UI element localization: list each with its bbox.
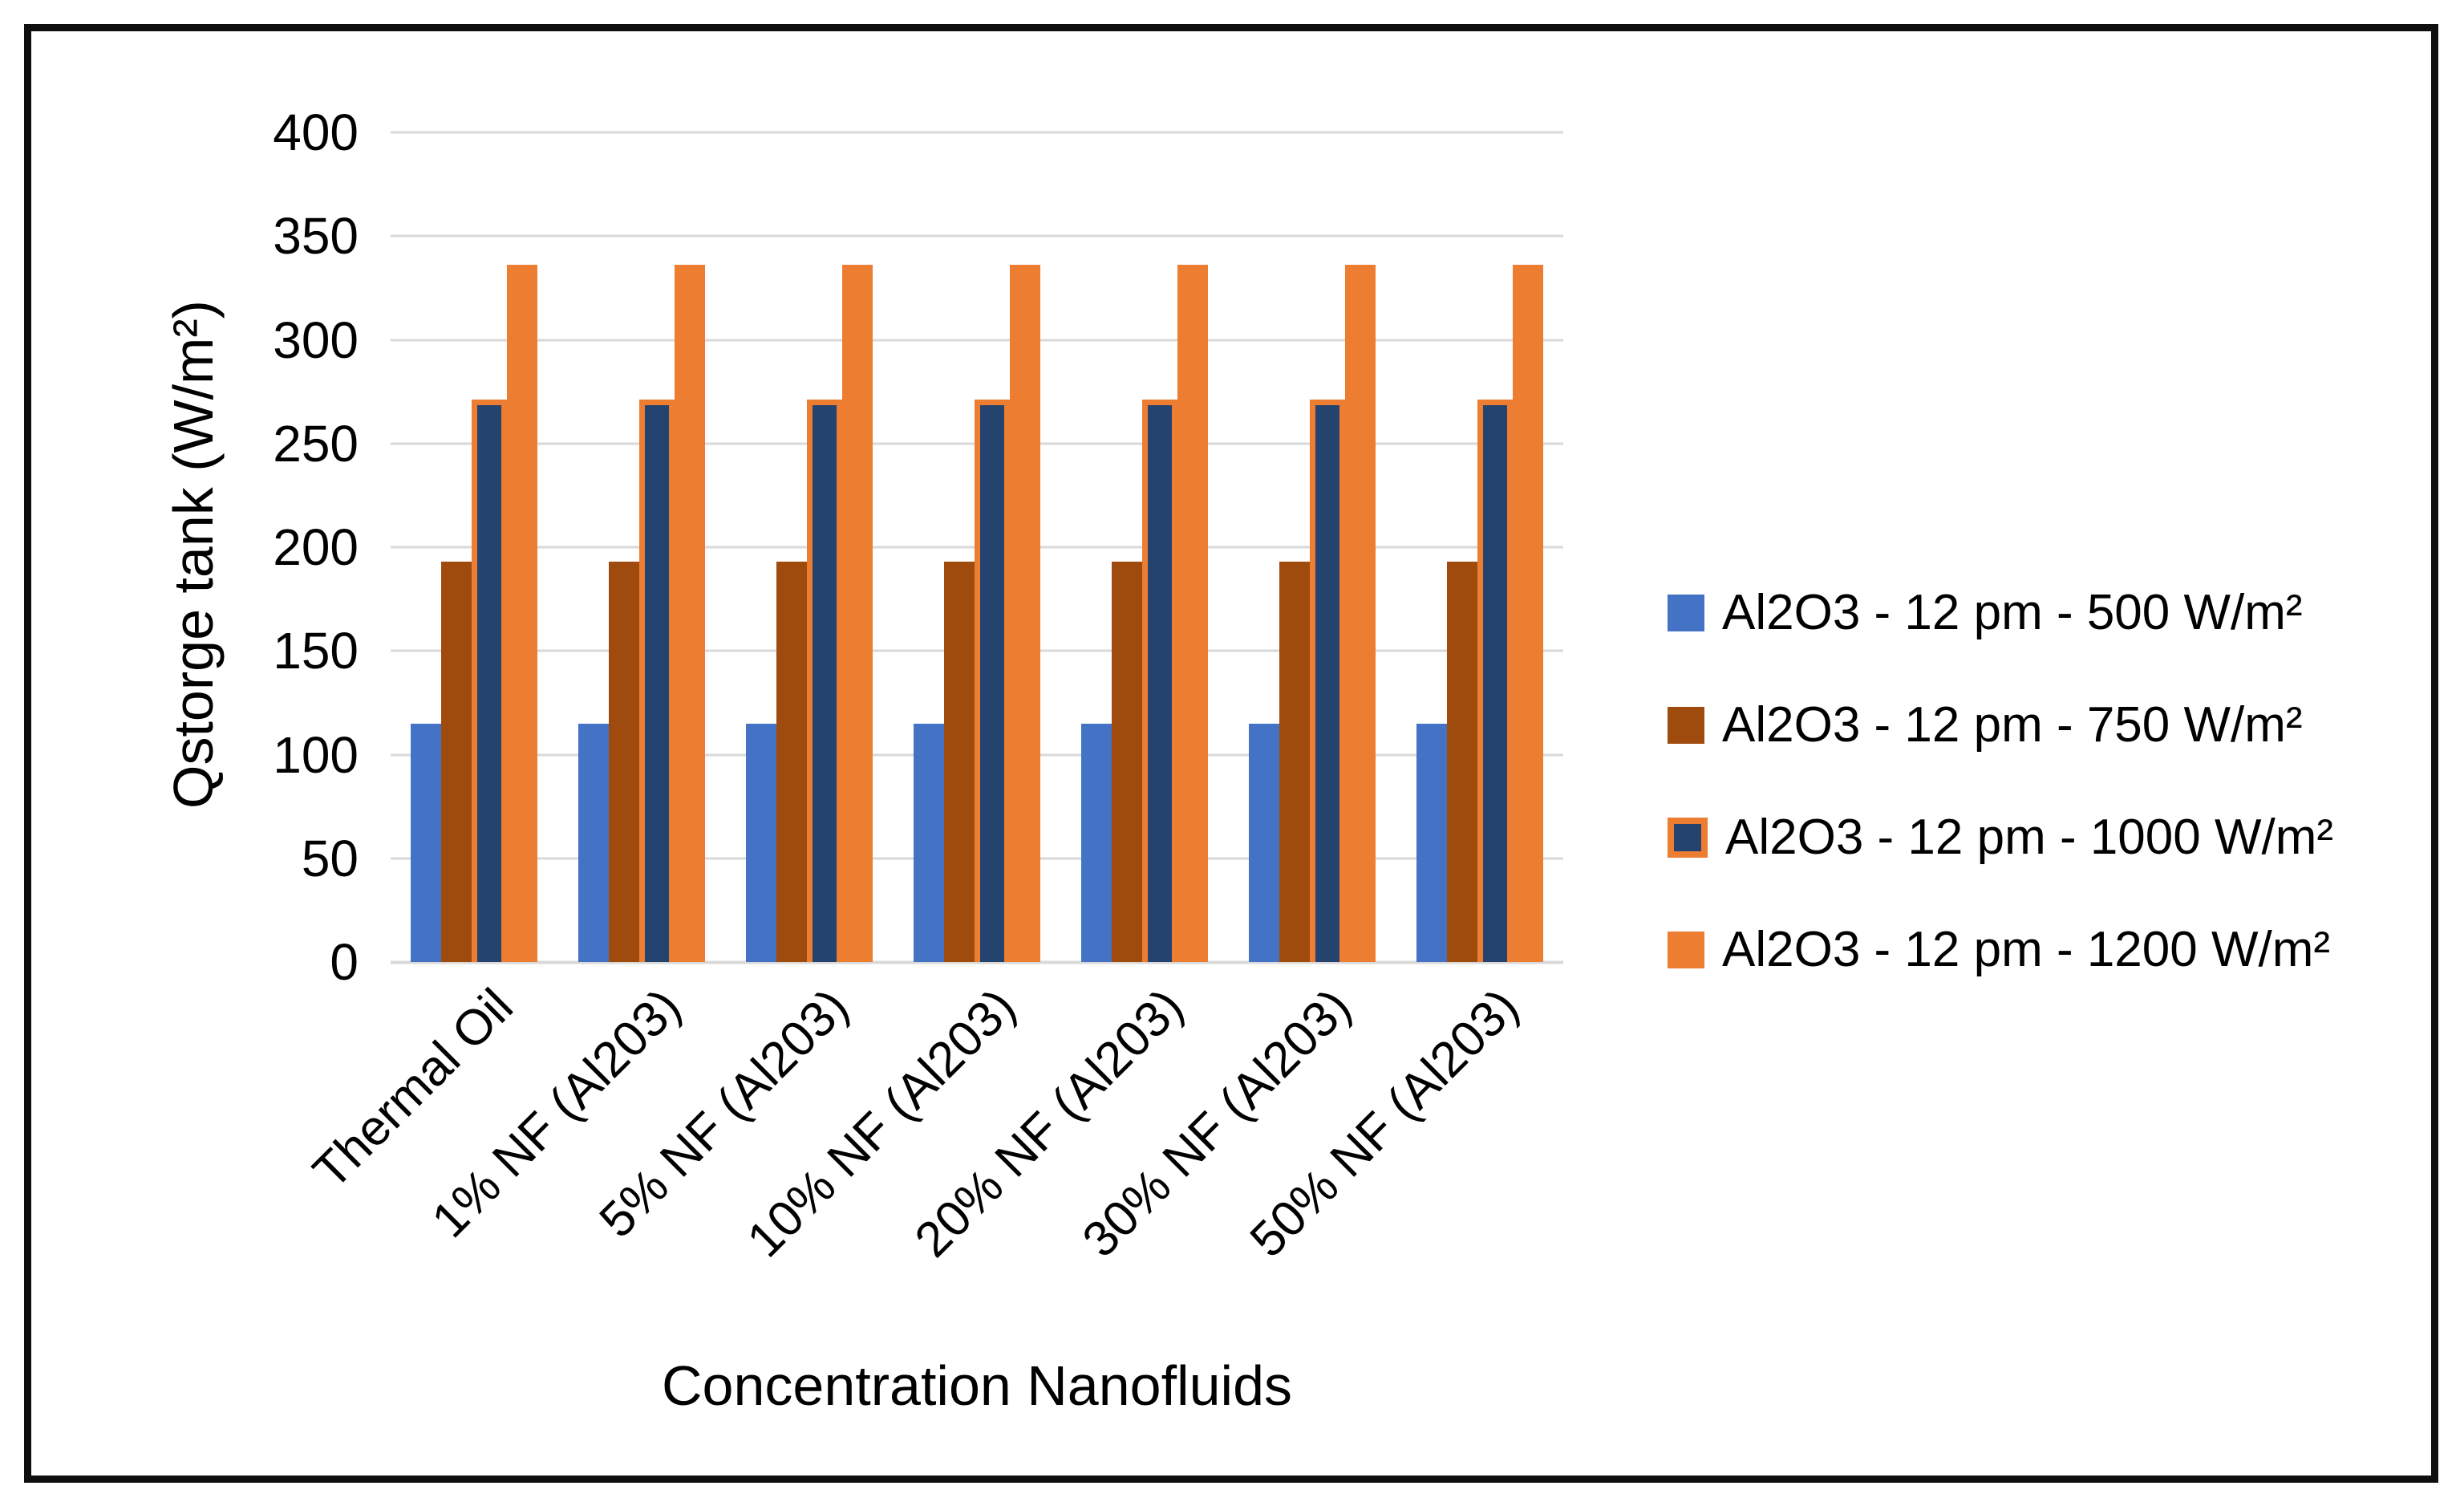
bar (1477, 400, 1513, 962)
bar (1177, 265, 1208, 962)
bar (1512, 265, 1543, 962)
y-tick-label: 0 (330, 933, 359, 991)
bar (675, 265, 706, 962)
bar (1416, 723, 1447, 962)
bar-group (1228, 132, 1396, 962)
bar (842, 265, 873, 962)
bar (1080, 723, 1112, 962)
legend: Al2O3 - 12 pm - 500 W/m² Al2O3 - 12 pm - … (1668, 588, 2333, 1042)
legend-row: Al2O3 - 12 pm - 1200 W/m² (1668, 925, 2333, 975)
bar (1010, 265, 1040, 962)
bar (746, 723, 777, 962)
y-axis-tick-labels: 0 50 100 150 200 250 300 350 400 (31, 107, 359, 988)
y-tick-label: 350 (273, 207, 359, 266)
legend-label: Al2O3 - 12 pm - 750 W/m² (1722, 697, 2303, 753)
bar (639, 400, 675, 962)
bar (411, 723, 442, 962)
y-tick-label: 400 (273, 104, 359, 161)
bar (1111, 562, 1142, 962)
bar (1344, 265, 1376, 962)
bar (507, 265, 538, 962)
bar (578, 723, 610, 962)
legend-swatch-icon (1668, 818, 1708, 858)
y-tick-label: 50 (301, 829, 359, 887)
bar (807, 400, 843, 962)
bar-group (558, 132, 726, 962)
bar (1141, 400, 1177, 962)
x-axis-tick-labels: Thermal Oil 1% NF (Al203) 5% NF (Al203) 10%… (302, 979, 1563, 1325)
bar (609, 562, 640, 962)
bar-group (391, 132, 558, 962)
y-tick-label: 250 (273, 414, 359, 473)
bars-layer (391, 132, 1563, 962)
bar (914, 723, 944, 962)
legend-row: Al2O3 - 12 pm - 500 W/m² (1668, 588, 2333, 638)
plot-area (391, 131, 1563, 964)
legend-row: Al2O3 - 12 pm - 750 W/m² (1668, 700, 2333, 750)
bar (1446, 562, 1477, 962)
bar-group (1396, 132, 1563, 962)
x-axis-title: Concentration Nanofluids (661, 1354, 1293, 1417)
gridline (391, 131, 1563, 134)
legend-label: Al2O3 - 12 pm - 1200 W/m² (1722, 922, 2331, 977)
bar (441, 562, 472, 962)
bar (975, 400, 1010, 962)
gridline (391, 960, 1563, 964)
gridline (391, 339, 1563, 341)
bar (1279, 562, 1310, 962)
bar (944, 562, 975, 962)
chart-border-frame: Qstorge tank (W/m²) 0 50 100 150 200 250 300 35… (24, 24, 2438, 1483)
legend-label: Al2O3 - 12 pm - 500 W/m² (1722, 585, 2303, 640)
bar-group (726, 132, 894, 962)
bar (1309, 400, 1345, 962)
bar-group (894, 132, 1061, 962)
y-tick-label: 300 (273, 311, 359, 369)
legend-label: Al2O3 - 12 pm - 1000 W/m² (1725, 810, 2334, 865)
legend-row: Al2O3 - 12 pm - 1000 W/m² (1668, 813, 2333, 863)
y-tick-label: 100 (273, 725, 359, 784)
legend-swatch-icon (1668, 932, 1704, 968)
y-tick-label: 200 (273, 518, 359, 576)
bar-group (1060, 132, 1228, 962)
legend-swatch-icon (1668, 595, 1704, 631)
y-tick-label: 150 (273, 622, 359, 680)
legend-swatch-icon (1668, 707, 1704, 744)
bar (472, 400, 508, 962)
bar (776, 562, 808, 962)
gridline (391, 234, 1563, 237)
bar (1248, 723, 1279, 962)
